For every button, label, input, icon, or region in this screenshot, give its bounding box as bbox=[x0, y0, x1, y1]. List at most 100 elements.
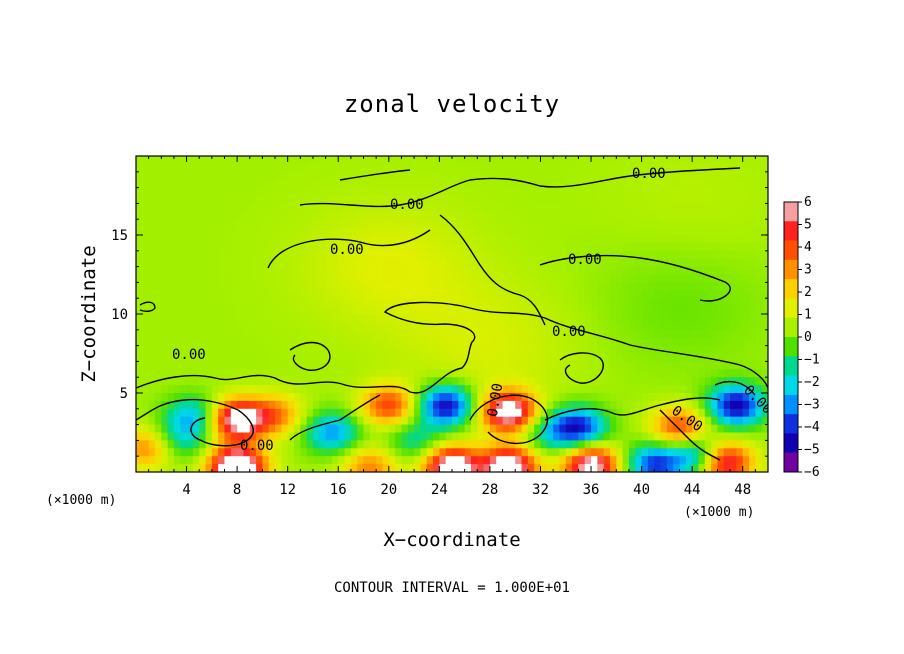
field-cell bbox=[142, 258, 150, 268]
field-cell bbox=[167, 456, 175, 465]
field-cell bbox=[218, 361, 226, 370]
field-cell bbox=[136, 337, 143, 347]
field-cell bbox=[218, 314, 226, 323]
x-tick-label: 20 bbox=[380, 482, 397, 498]
field-cell bbox=[369, 416, 377, 426]
field-cell bbox=[496, 203, 504, 212]
field-cell bbox=[268, 195, 276, 204]
field-cell bbox=[224, 171, 232, 181]
field-cell bbox=[723, 329, 731, 339]
field-cell bbox=[679, 408, 687, 418]
field-cell bbox=[704, 282, 712, 291]
field-cell bbox=[173, 464, 181, 472]
field-cell bbox=[262, 290, 270, 299]
field-cell bbox=[458, 385, 466, 394]
field-cell bbox=[426, 219, 434, 228]
field-cell bbox=[433, 156, 440, 165]
field-cell bbox=[205, 290, 213, 299]
field-cell bbox=[736, 424, 744, 434]
field-cell bbox=[597, 353, 605, 362]
field-cell bbox=[407, 416, 415, 426]
field-cell bbox=[761, 179, 768, 189]
field-cell bbox=[704, 266, 712, 276]
field-cell bbox=[325, 440, 333, 449]
field-cell bbox=[502, 282, 510, 291]
field-cell bbox=[395, 250, 403, 260]
field-cell bbox=[591, 400, 598, 410]
field-cell bbox=[616, 361, 624, 370]
field-cell bbox=[148, 282, 156, 291]
field-cell bbox=[142, 361, 150, 370]
field-cell bbox=[489, 440, 497, 449]
field-cell bbox=[452, 266, 459, 276]
field-cell bbox=[679, 353, 687, 362]
field-cell bbox=[628, 179, 636, 189]
field-cell bbox=[591, 361, 598, 370]
field-cell bbox=[521, 258, 529, 268]
field-cell bbox=[527, 314, 535, 323]
field-cell bbox=[654, 321, 662, 331]
field-cell bbox=[363, 179, 371, 189]
field-cell bbox=[173, 440, 181, 449]
field-cell bbox=[199, 345, 207, 355]
field-cell bbox=[249, 306, 257, 315]
field-cell bbox=[154, 361, 162, 370]
field-cell bbox=[641, 235, 649, 244]
field-cell bbox=[591, 219, 598, 228]
field-cell bbox=[578, 306, 586, 315]
field-cell bbox=[736, 345, 744, 355]
field-cell bbox=[167, 314, 175, 323]
field-cell bbox=[376, 242, 384, 252]
field-cell bbox=[685, 353, 693, 362]
field-cell bbox=[300, 203, 308, 212]
field-cell bbox=[344, 219, 352, 228]
field-cell bbox=[224, 187, 232, 197]
field-cell bbox=[401, 314, 409, 323]
field-cell bbox=[673, 416, 681, 426]
field-cell bbox=[230, 266, 238, 276]
field-cell bbox=[742, 393, 750, 402]
field-cell bbox=[761, 337, 768, 347]
field-cell bbox=[350, 408, 358, 418]
field-cell bbox=[572, 266, 579, 276]
field-cell bbox=[584, 266, 592, 276]
field-cell bbox=[761, 440, 768, 449]
field-cell bbox=[382, 321, 390, 331]
field-cell bbox=[275, 353, 282, 362]
field-cell bbox=[211, 211, 219, 220]
field-cell bbox=[426, 464, 434, 472]
field-cell bbox=[433, 219, 440, 228]
field-cell bbox=[464, 408, 472, 418]
field-cell bbox=[262, 337, 270, 347]
field-cell bbox=[338, 171, 346, 181]
field-cell bbox=[407, 211, 415, 220]
field-cell bbox=[275, 329, 282, 339]
field-cell bbox=[199, 400, 207, 410]
field-cell bbox=[294, 337, 301, 347]
field-cell bbox=[508, 290, 516, 299]
field-cell bbox=[622, 400, 630, 410]
field-cell bbox=[540, 156, 548, 165]
field-cell bbox=[256, 171, 263, 181]
field-cell bbox=[496, 187, 504, 197]
field-cell bbox=[154, 171, 162, 181]
field-cell bbox=[559, 448, 567, 457]
field-cell bbox=[350, 337, 358, 347]
field-cell bbox=[338, 314, 346, 323]
field-cell bbox=[692, 163, 700, 173]
field-cell bbox=[654, 179, 662, 189]
field-cell bbox=[230, 195, 238, 204]
field-cell bbox=[553, 369, 561, 378]
field-cell bbox=[224, 306, 232, 315]
field-cell bbox=[610, 464, 617, 472]
field-cell bbox=[641, 314, 649, 323]
field-cell bbox=[445, 290, 453, 299]
field-cell bbox=[205, 416, 213, 426]
field-cell bbox=[230, 400, 238, 410]
field-cell bbox=[306, 361, 314, 370]
field-cell bbox=[249, 163, 257, 173]
field-cell bbox=[344, 353, 352, 362]
field-cell bbox=[154, 345, 162, 355]
field-cell bbox=[433, 187, 440, 197]
